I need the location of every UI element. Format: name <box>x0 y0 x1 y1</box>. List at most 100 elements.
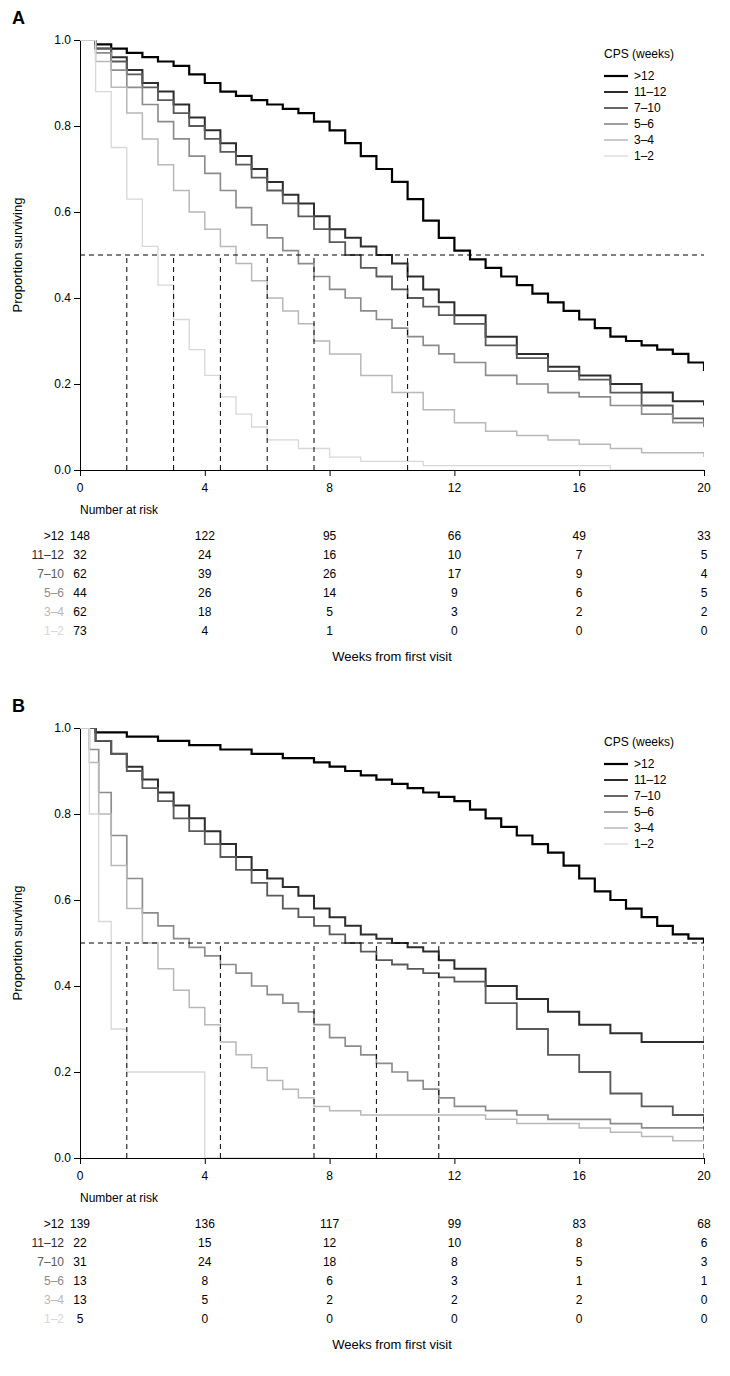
y-tick: 0.4 <box>54 291 80 305</box>
risk-time-label: 8 <box>326 481 333 495</box>
risk-count: 3 <box>701 1255 708 1269</box>
risk-count: 18 <box>323 1255 337 1269</box>
risk-count: 1 <box>326 624 333 638</box>
legend-label: >12 <box>634 757 655 771</box>
risk-count: 13 <box>73 1293 87 1307</box>
risk-group-label: >12 <box>44 529 65 543</box>
y-tick-label: 0.8 <box>54 119 71 133</box>
y-axis-line <box>74 729 81 1159</box>
y-axis: 0.00.20.40.60.81.0 <box>54 33 80 477</box>
y-axis: 0.00.20.40.60.81.0 <box>54 721 80 1165</box>
legend-swatch <box>604 91 628 93</box>
risk-group-label: 3–4 <box>44 1293 64 1307</box>
y-tick: 0.0 <box>54 463 80 477</box>
legend-swatch <box>604 139 628 140</box>
x-tick-mark <box>704 1158 705 1164</box>
risk-count: 122 <box>195 529 215 543</box>
risk-group-label: >12 <box>44 1217 65 1231</box>
median-line <box>267 255 268 470</box>
x-axis-line <box>81 1159 705 1165</box>
risk-time-label: 0 <box>77 481 84 495</box>
risk-count: 8 <box>451 1255 458 1269</box>
risk-count: 22 <box>73 1236 87 1250</box>
risk-count: 5 <box>326 605 333 619</box>
risk-count: 13 <box>73 1274 87 1288</box>
x-tick <box>330 470 331 476</box>
risk-count: 10 <box>448 1236 462 1250</box>
median-line <box>220 943 221 1158</box>
y-axis-title: Proportion surviving <box>10 198 25 313</box>
risk-count: 0 <box>701 1312 708 1326</box>
risk-count: 44 <box>73 586 87 600</box>
y-tick: 0.8 <box>54 807 80 821</box>
survival-curve <box>80 728 704 1141</box>
risk-time-label: 12 <box>448 481 462 495</box>
risk-count: 26 <box>198 586 212 600</box>
legend-label: 7–10 <box>634 789 661 803</box>
risk-count: 2 <box>701 605 708 619</box>
x-tick <box>704 470 705 476</box>
legend-title: CPS (weeks) <box>604 47 674 61</box>
x-tick <box>454 1158 455 1164</box>
risk-time-label: 0 <box>77 1169 84 1183</box>
y-tick: 0.4 <box>54 979 80 993</box>
x-axis-title: Weeks from first visit <box>332 1337 452 1352</box>
risk-count: 68 <box>697 1217 711 1231</box>
risk-time-label: 20 <box>697 1169 711 1183</box>
risk-count: 1 <box>576 1274 583 1288</box>
legend-label: 3–4 <box>634 821 654 835</box>
y-tick-label: 0.8 <box>54 807 71 821</box>
reference-line <box>80 943 704 944</box>
legend-label: 7–10 <box>634 101 661 115</box>
survival-curve <box>80 728 704 943</box>
risk-count: 6 <box>701 1236 708 1250</box>
risk-table: 048121620Number at risk>1214812295664933… <box>32 481 711 664</box>
risk-count: 14 <box>323 586 337 600</box>
risk-count: 4 <box>201 624 208 638</box>
y-tick-mark <box>74 126 80 127</box>
y-axis-title: Proportion surviving <box>10 886 25 1001</box>
x-tick <box>330 1158 331 1164</box>
survival-curve <box>80 728 704 1042</box>
risk-count: 2 <box>576 605 583 619</box>
risk-time-label: 12 <box>448 1169 462 1183</box>
risk-time-label: 4 <box>201 1169 208 1183</box>
y-tick-mark <box>74 40 80 41</box>
x-tick <box>454 470 455 476</box>
risk-count: 18 <box>198 605 212 619</box>
risk-count: 2 <box>451 1293 458 1307</box>
risk-count: 0 <box>701 624 708 638</box>
median-line <box>126 255 127 470</box>
legend-label: 3–4 <box>634 133 654 147</box>
legend-swatch <box>604 75 628 77</box>
x-tick-mark <box>704 470 705 476</box>
risk-count: 0 <box>451 624 458 638</box>
panel: 0.00.20.40.60.81.0Proportion survivingAC… <box>10 8 711 664</box>
panel: 0.00.20.40.60.81.0Proportion survivingBC… <box>10 696 711 1352</box>
x-tick-mark <box>579 470 580 476</box>
legend: CPS (weeks)>1211–127–105–63–41–2 <box>604 47 674 163</box>
legend-swatch <box>604 123 628 125</box>
y-tick-mark <box>74 1072 80 1073</box>
risk-count: 49 <box>573 529 587 543</box>
legend-label: 5–6 <box>634 117 654 131</box>
legend-label: 11–12 <box>634 773 667 787</box>
risk-count: 0 <box>326 1312 333 1326</box>
risk-count: 2 <box>326 1293 333 1307</box>
y-tick: 1.0 <box>54 33 80 47</box>
risk-count: 39 <box>198 567 212 581</box>
risk-table: 048121620Number at risk>1213913611799836… <box>32 1169 711 1352</box>
risk-count: 6 <box>576 586 583 600</box>
risk-time-label: 16 <box>573 1169 587 1183</box>
legend-label: 11–12 <box>634 85 667 99</box>
legend-title: CPS (weeks) <box>604 735 674 749</box>
risk-time-label: 16 <box>573 481 587 495</box>
y-tick: 0.6 <box>54 205 80 219</box>
y-tick-mark <box>74 986 80 987</box>
y-tick-mark <box>74 900 80 901</box>
risk-count: 9 <box>451 586 458 600</box>
risk-count: 139 <box>70 1217 90 1231</box>
median-line <box>220 255 221 470</box>
y-tick-mark <box>74 470 80 471</box>
median-line <box>314 943 315 1158</box>
